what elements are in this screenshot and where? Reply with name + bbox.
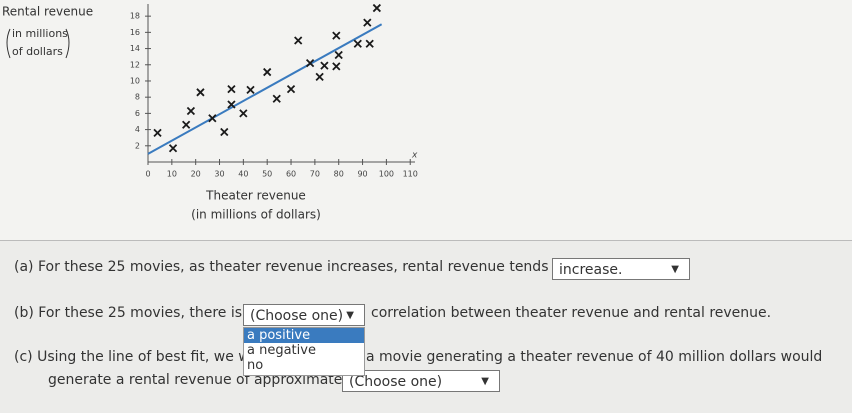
question-a: (a) For these 25 movies, as theater reve… (14, 259, 567, 275)
point (153, 128, 162, 137)
x-tick-label: 90 (357, 170, 367, 179)
dropdown[interactable]: (Choose one) (243, 304, 365, 327)
x-tick-label: 110 (403, 170, 418, 179)
point (182, 120, 191, 129)
point (196, 88, 205, 97)
point (272, 94, 281, 103)
x-tick-label: 40 (238, 170, 248, 179)
point (227, 84, 236, 94)
point (246, 85, 255, 95)
point (263, 67, 272, 77)
dropdown[interactable]: (Choose one) (342, 370, 500, 393)
dropdown-list: a positive a negative no (243, 327, 365, 376)
x-tick-label: 50 (262, 170, 272, 179)
y-tick-label: 12 (130, 60, 140, 69)
point (363, 18, 372, 27)
question-c: generate a rental revenue of approximate… (48, 372, 355, 388)
x-tick-label: 0 (145, 170, 150, 179)
point (286, 84, 296, 94)
x-tick-label: 100 (379, 170, 394, 179)
x-tick-label: 10 (167, 170, 177, 179)
paren (65, 28, 70, 59)
x-symbol: x (411, 151, 418, 161)
y-tick-label: 6 (135, 109, 140, 118)
x-label: Theater revenue (205, 189, 306, 203)
question-b: (b) For these 25 movies, there is (14, 305, 243, 321)
x-label: (in millions of dollars) (191, 208, 321, 222)
y-tick-label: 18 (130, 12, 140, 21)
x-tick-label: 70 (310, 170, 320, 179)
point (208, 114, 217, 123)
question-c: (c) Using the line of best fit, we w (14, 349, 250, 365)
x-tick-label: 80 (334, 170, 344, 179)
point (332, 31, 341, 40)
point (227, 100, 236, 109)
option[interactable]: no (244, 358, 364, 373)
y-tick-label: 8 (135, 93, 140, 102)
y-tick-label: 14 (130, 44, 140, 53)
dropdown[interactable]: increase. (552, 258, 690, 281)
question-b: correlation between theater revenue and … (371, 305, 772, 321)
point (332, 62, 341, 71)
x-tick-label: 60 (286, 170, 296, 179)
point (186, 106, 196, 116)
paren (6, 28, 11, 59)
point (334, 50, 343, 60)
y-tick-label: 16 (130, 28, 140, 37)
point (353, 39, 362, 48)
point (305, 59, 315, 68)
y-label: Rental revenue (2, 5, 93, 19)
point (365, 39, 374, 48)
y-tick-label: 2 (135, 141, 140, 150)
y-label: in millions (12, 27, 68, 40)
point (320, 61, 329, 70)
point (220, 127, 229, 137)
x-tick-label: 30 (214, 170, 224, 179)
chart: Rental revenue in millions of dollars Th… (2, 3, 418, 222)
y-label: of dollars (12, 45, 63, 58)
point (372, 3, 381, 13)
fit-line (147, 23, 383, 155)
point (168, 144, 178, 153)
y-tick-label: 10 (130, 76, 140, 85)
question-c: a movie generating a theater revenue of … (366, 349, 823, 365)
y-tick-label: 4 (135, 125, 140, 134)
option[interactable]: a negative (244, 343, 364, 358)
option[interactable]: a positive (244, 328, 364, 343)
point (239, 109, 248, 118)
point (294, 36, 303, 45)
x-tick-label: 20 (191, 170, 201, 179)
point (315, 72, 324, 82)
questions: (a) For these 25 movies, as theater reve… (0, 240, 852, 413)
